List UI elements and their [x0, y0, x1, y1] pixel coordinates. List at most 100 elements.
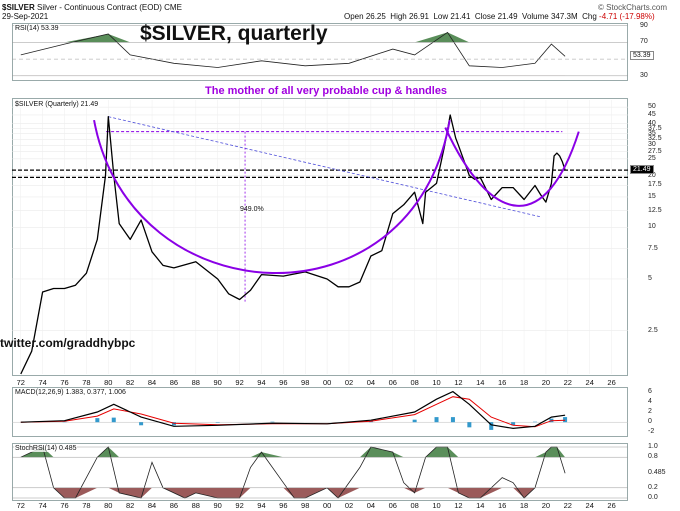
close-value: 21.49 — [497, 12, 518, 21]
high-value: 26.91 — [408, 12, 430, 21]
macd-histogram-bar — [270, 421, 275, 423]
price-line — [20, 114, 566, 375]
high-label: High — [390, 12, 407, 21]
macd-signal-line — [20, 396, 566, 428]
volume-label: Volume — [522, 12, 549, 21]
price-tick: 2.5 — [648, 326, 658, 334]
price-panel — [12, 98, 628, 376]
macd-histogram-bar — [95, 418, 100, 423]
x-tick-26: 26 — [607, 378, 616, 387]
price-tick: 15 — [648, 192, 656, 200]
x-tick-bottom-74: 74 — [38, 501, 47, 510]
x-tick-90: 90 — [213, 378, 222, 387]
price-tick: 17.5 — [648, 181, 662, 189]
downtrend-line — [108, 116, 541, 218]
x-tick-bottom-92: 92 — [235, 501, 244, 510]
macd-line — [20, 390, 566, 430]
x-tick-bottom-02: 02 — [344, 501, 354, 510]
x-tick-96: 96 — [279, 378, 288, 387]
x-tick-bottom-16: 16 — [498, 501, 507, 510]
price-value-badge: 21.49 — [630, 165, 654, 175]
chart-title: $SILVER, quarterly — [140, 22, 328, 45]
cup-arc — [93, 119, 451, 274]
rsi-line — [20, 31, 566, 68]
x-tick-94: 94 — [257, 378, 266, 387]
low-value: 21.41 — [450, 12, 471, 21]
macd-histogram-bar — [532, 421, 537, 423]
stochrsi-tick: 0.0 — [648, 494, 658, 501]
date: 29-Sep-2021 — [2, 12, 49, 21]
macd-histogram-bar — [434, 417, 439, 423]
macd-histogram-bar — [450, 417, 455, 423]
x-tick-bottom-98: 98 — [301, 501, 310, 510]
x-tick-84: 84 — [147, 378, 157, 387]
macd-histogram-bar — [511, 422, 516, 426]
price-tick: 5 — [648, 274, 652, 282]
x-tick-12: 12 — [454, 378, 463, 387]
rsi-panel — [12, 23, 628, 81]
x-tick-18: 18 — [519, 378, 529, 387]
ohlc-row: Open 26.25 High 26.91 Low 21.41 Close 21… — [344, 12, 655, 21]
price-tick: 30 — [648, 141, 656, 149]
x-tick-04: 04 — [366, 378, 376, 387]
x-tick-24: 24 — [585, 378, 594, 387]
x-tick-76: 76 — [60, 378, 69, 387]
x-tick-bottom-78: 78 — [82, 501, 91, 510]
x-tick-86: 86 — [169, 378, 179, 387]
x-tick-bottom-14: 14 — [476, 501, 485, 510]
macd-histogram-bar — [139, 422, 144, 426]
x-tick-bottom-88: 88 — [191, 501, 200, 510]
change-value: -4.71 (-17.98%) — [599, 12, 655, 21]
open-value: 26.25 — [365, 12, 386, 21]
close-label: Close — [474, 12, 496, 21]
rsi-value-badge: 53.39 — [630, 51, 654, 61]
macd-histogram-bar — [412, 419, 417, 423]
x-tick-20: 20 — [541, 378, 551, 387]
macd-histogram-bar — [111, 417, 116, 423]
x-tick-bottom-06: 06 — [388, 501, 397, 510]
x-tick-bottom-76: 76 — [60, 501, 69, 510]
x-tick-82: 82 — [125, 378, 135, 387]
change-label: Chg — [582, 12, 597, 21]
macd-histogram-bar — [171, 422, 176, 426]
price-tick: 27.5 — [648, 147, 662, 155]
x-tick-bottom-12: 12 — [454, 501, 463, 510]
x-tick-bottom-82: 82 — [125, 501, 135, 510]
handle-arc — [444, 127, 580, 207]
chart-subtitle: The mother of all very probable cup & ha… — [205, 85, 448, 97]
stochrsi-tick: 1.0 — [648, 443, 658, 450]
rsi-overbought-fill — [20, 32, 566, 43]
x-tick-80: 80 — [104, 378, 113, 387]
price-tick: 37.5 — [648, 124, 662, 132]
rsi-tick-70: 70 — [640, 38, 648, 46]
price-tick: 50 — [648, 103, 656, 111]
macd-tick: 2 — [648, 408, 652, 415]
price-tick: 32.5 — [648, 135, 662, 143]
x-tick-88: 88 — [191, 378, 200, 387]
price-tick: 12.5 — [648, 206, 662, 214]
macd-tick: -2 — [648, 428, 655, 436]
stochrsi-tick: 0.2 — [648, 483, 658, 491]
macd-histogram-bar — [215, 422, 220, 423]
x-tick-bottom-84: 84 — [147, 501, 157, 510]
macd-histogram-bar — [368, 421, 373, 423]
price-tick: 35 — [648, 129, 656, 137]
x-tick-92: 92 — [235, 378, 244, 387]
stochrsi-label: StochRSI(14) 0.485 — [14, 445, 78, 452]
x-tick-72: 72 — [16, 378, 25, 387]
macd-histogram-bar — [563, 417, 568, 423]
x-tick-16: 16 — [498, 378, 507, 387]
x-tick-bottom-86: 86 — [169, 501, 179, 510]
x-tick-bottom-80: 80 — [104, 501, 113, 510]
x-tick-bottom-20: 20 — [541, 501, 551, 510]
x-tick-14: 14 — [476, 378, 485, 387]
twitter-handle: twitter.com/graddhybpc — [0, 336, 136, 350]
rsi-tick-30: 30 — [640, 71, 648, 79]
low-label: Low — [433, 12, 449, 21]
x-tick-bottom-22: 22 — [563, 501, 572, 510]
price-tick: 7.5 — [648, 244, 658, 252]
macd-tick: 6 — [648, 387, 652, 395]
rsi-tick-90: 90 — [640, 21, 648, 29]
macd-label: MACD(12,26,9) 1.383, 0.377, 1.006 — [14, 389, 127, 396]
